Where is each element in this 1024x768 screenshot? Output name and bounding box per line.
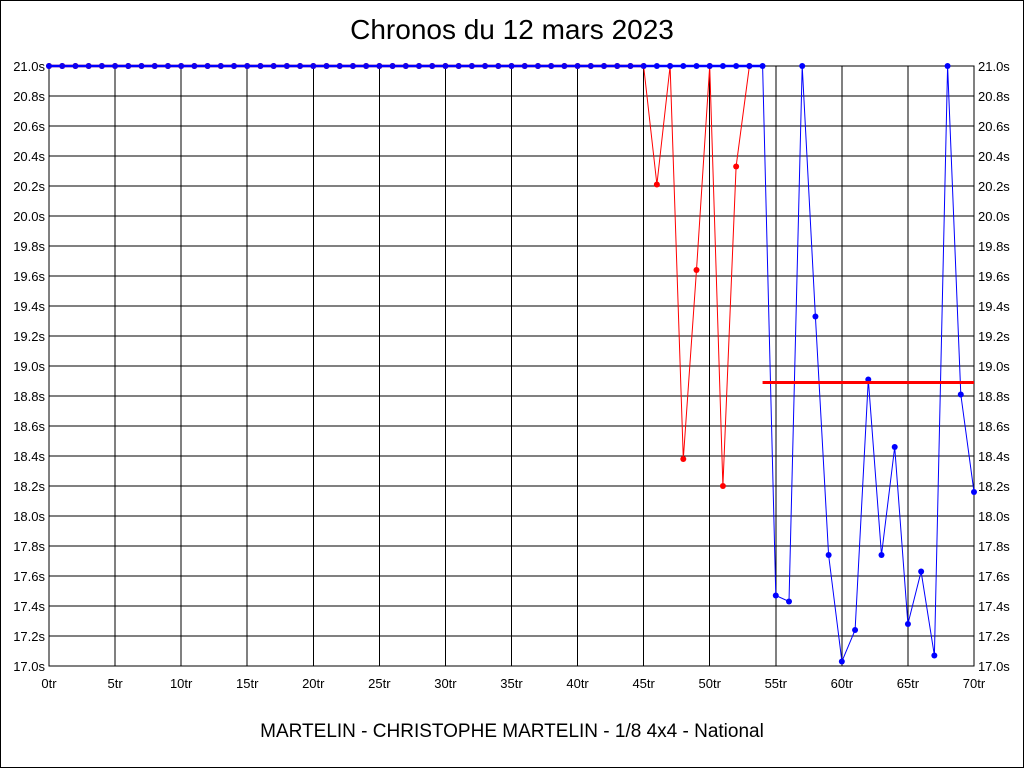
y-tick-label-right: 20.2s: [978, 179, 1010, 194]
y-tick-label-left: 19.4s: [13, 299, 45, 314]
x-tick-label: 25tr: [368, 676, 391, 691]
y-tick-label-left: 20.0s: [13, 209, 45, 224]
y-tick-label-left: 18.4s: [13, 449, 45, 464]
y-tick-label-right: 17.8s: [978, 539, 1010, 554]
y-tick-label-left: 17.4s: [13, 599, 45, 614]
chart-title: Chronos du 12 mars 2023: [350, 14, 674, 45]
y-tick-label-right: 17.0s: [978, 659, 1010, 674]
series-point-1: [852, 627, 859, 633]
series-point-0: [719, 483, 726, 489]
y-tick-label-right: 21.0s: [978, 59, 1010, 74]
x-tick-label: 10tr: [170, 676, 193, 691]
x-tick-label: 30tr: [434, 676, 457, 691]
series-point-0: [733, 163, 740, 170]
y-tick-label-left: 18.6s: [13, 419, 45, 434]
x-tick-label: 35tr: [500, 676, 523, 691]
y-tick-label-right: 19.8s: [978, 239, 1010, 254]
series-point-1: [904, 621, 911, 627]
y-tick-label-right: 18.0s: [978, 509, 1010, 524]
x-tick-label: 70tr: [963, 676, 986, 691]
y-tick-label-left: 20.6s: [13, 119, 45, 134]
series-point-1: [931, 652, 938, 659]
series-point-0: [680, 456, 687, 462]
y-tick-label-right: 19.0s: [978, 359, 1010, 374]
series-point-0: [653, 181, 660, 188]
series-point-1: [772, 592, 779, 599]
x-tick-label: 0tr: [41, 676, 57, 691]
y-tick-label-left: 21.0s: [13, 59, 45, 74]
y-tick-label-left: 17.8s: [13, 539, 45, 554]
x-tick-label: 65tr: [897, 676, 920, 691]
series-point-1: [971, 489, 977, 495]
y-tick-label-left: 19.6s: [13, 269, 45, 284]
y-tick-label-right: 17.2s: [978, 629, 1010, 644]
y-tick-label-left: 18.0s: [13, 509, 45, 524]
y-tick-label-right: 19.4s: [978, 299, 1010, 314]
series-point-0: [693, 267, 700, 273]
series-point-1: [812, 313, 819, 320]
y-tick-label-left: 20.2s: [13, 179, 45, 194]
y-tick-label-right: 20.0s: [978, 209, 1010, 224]
y-tick-label-right: 17.4s: [978, 599, 1010, 614]
series-point-1: [957, 391, 964, 398]
y-tick-label-right: 20.4s: [978, 149, 1010, 164]
series-point-1: [918, 568, 925, 575]
series-point-1: [944, 63, 951, 69]
series-point-1: [825, 552, 832, 558]
x-tick-label: 40tr: [566, 676, 589, 691]
x-tick-label: 20tr: [302, 676, 325, 691]
x-tick-label: 5tr: [107, 676, 123, 691]
x-tick-label: 60tr: [831, 676, 854, 691]
series-point-1: [891, 444, 898, 450]
y-tick-label-right: 18.4s: [978, 449, 1010, 464]
y-tick-label-left: 19.2s: [13, 329, 45, 344]
y-tick-label-left: 19.8s: [13, 239, 45, 254]
y-tick-label-right: 17.6s: [978, 569, 1010, 584]
x-tick-label: 45tr: [632, 676, 655, 691]
y-tick-label-left: 18.8s: [13, 389, 45, 404]
y-tick-label-left: 17.6s: [13, 569, 45, 584]
y-tick-label-right: 19.2s: [978, 329, 1010, 344]
x-tick-label: 50tr: [699, 676, 722, 691]
x-tick-label: 15tr: [236, 676, 259, 691]
y-tick-label-right: 18.2s: [978, 479, 1010, 494]
y-tick-label-right: 18.8s: [978, 389, 1010, 404]
x-tick-label: 55tr: [765, 676, 788, 691]
series-point-1: [878, 552, 885, 558]
y-tick-label-left: 20.4s: [13, 149, 45, 164]
series-point-1: [838, 658, 845, 665]
y-tick-label-left: 17.0s: [13, 659, 45, 674]
series-point-1: [786, 598, 792, 605]
y-tick-label-left: 18.2s: [13, 479, 45, 494]
y-tick-label-right: 20.8s: [978, 89, 1010, 104]
y-tick-label-left: 19.0s: [13, 359, 45, 374]
y-tick-label-right: 18.6s: [978, 419, 1010, 434]
y-tick-label-left: 17.2s: [13, 629, 45, 644]
y-tick-label-left: 20.8s: [13, 89, 45, 104]
series-point-1: [799, 63, 806, 69]
chart-subtitle: MARTELIN - CHRISTOPHE MARTELIN - 1/8 4x4…: [260, 721, 764, 742]
y-tick-label-right: 20.6s: [978, 119, 1010, 134]
y-tick-label-right: 19.6s: [978, 269, 1010, 284]
